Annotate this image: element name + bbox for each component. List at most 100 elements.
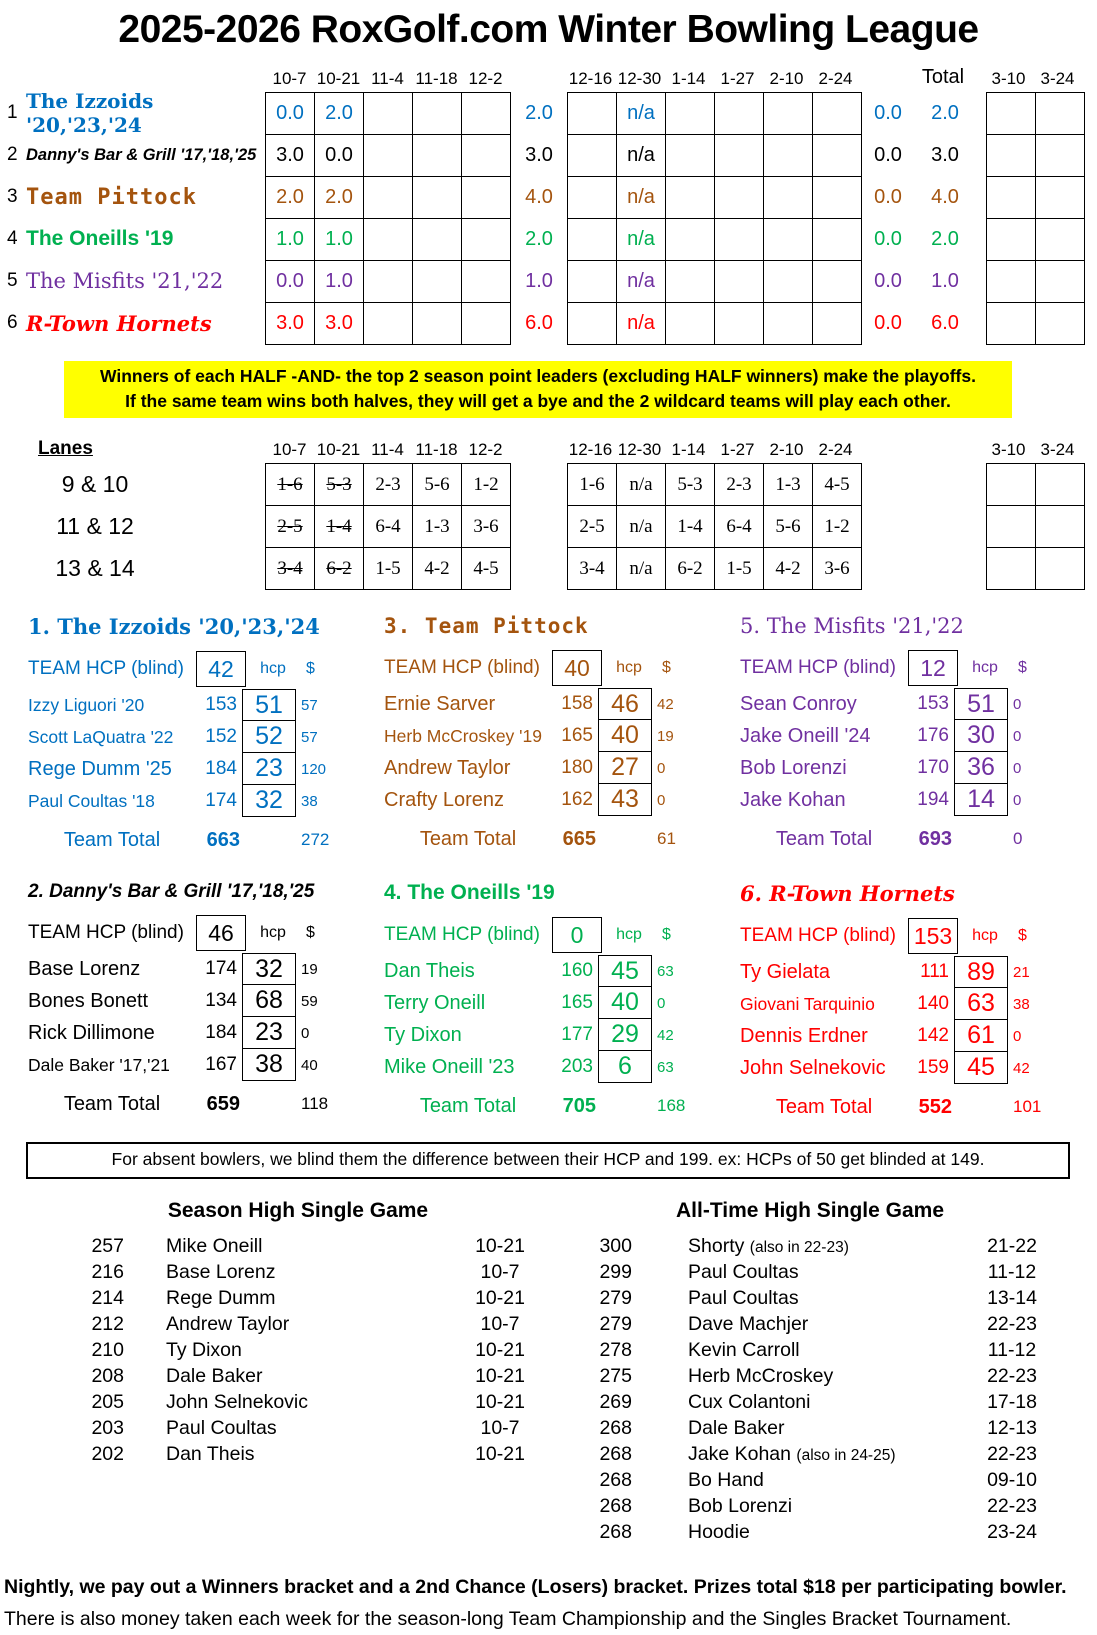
player-name: Scott LaQuatra '22 <box>28 726 174 747</box>
hcp-column-header: hcp <box>260 924 286 941</box>
player-row: Dan Theis 160 45 63 <box>384 955 714 987</box>
date-header: 12-30 <box>617 440 662 459</box>
points-cell <box>764 177 813 219</box>
high-game-row: 268 Hoodie 23-24 <box>560 1519 1060 1545</box>
high-game-row: 216 Base Lorenz 10-7 <box>36 1259 560 1285</box>
date-header: 11-18 <box>415 440 458 459</box>
player-money: 57 <box>301 728 318 746</box>
points-cell <box>568 303 617 345</box>
points-cell: 3.0 <box>266 135 315 177</box>
team-hcp-row: TEAM HCP (blind) 0 hcp $ <box>384 915 714 955</box>
high-game-score: 268 <box>599 1494 632 1517</box>
high-game-score: 299 <box>599 1260 632 1283</box>
player-name: Ty Gielata <box>740 960 831 983</box>
player-hcp-value: 29 <box>598 1019 652 1051</box>
future-points-cell <box>1036 177 1085 219</box>
team-total-value: 663 <box>206 828 240 851</box>
matchup-cell: 5-6 <box>764 506 813 548</box>
high-game-date: 11-12 <box>987 1338 1037 1361</box>
date-header: 1-14 <box>671 440 706 459</box>
date-header: 12-2 <box>468 440 503 459</box>
team-hcp-row: TEAM HCP (blind) 153 hcp $ <box>740 916 1070 956</box>
lanes-label: Lanes <box>38 438 93 459</box>
player-row: Mike Oneill '23 203 6 63 <box>384 1051 714 1083</box>
high-game-date: 10-21 <box>475 1390 525 1413</box>
player-hcp-value: 51 <box>242 689 296 721</box>
points-cell <box>764 93 813 135</box>
high-game-score: 278 <box>599 1338 632 1361</box>
team-total-value: 552 <box>918 1095 952 1118</box>
roster-team-title: 5. The Misfits '21,'22 <box>740 614 964 638</box>
date-header: 2-10 <box>769 69 804 88</box>
team-rank: 2 <box>7 144 18 165</box>
date-header: 1-27 <box>720 69 755 88</box>
points-cell <box>568 93 617 135</box>
points-cell: n/a <box>617 177 666 219</box>
player-average: 158 <box>561 693 593 714</box>
high-game-row: 299 Paul Coultas 11-12 <box>560 1259 1060 1285</box>
team-hcp-label: TEAM HCP (blind) <box>740 925 896 946</box>
team-total-row: Team Total 665 61 <box>384 822 714 856</box>
high-game-row: 268 Dale Baker 12-13 <box>560 1415 1060 1441</box>
high-game-bowler: Ty Dixon <box>166 1338 242 1361</box>
payout-notes: Nightly, we pay out a Winners bracket an… <box>4 1571 1093 1635</box>
team-rank: 4 <box>7 228 18 249</box>
future-matchup-cell <box>1036 548 1085 590</box>
high-game-date: 22-23 <box>987 1312 1037 1335</box>
future-points-cell <box>987 261 1036 303</box>
high-game-date: 10-21 <box>475 1234 525 1257</box>
team-money-total: 61 <box>657 829 676 848</box>
team-hcp-row: TEAM HCP (blind) 42 hcp $ <box>28 649 358 689</box>
team-total-row: Team Total 552 101 <box>740 1090 1070 1124</box>
player-name: Ty Dixon <box>384 1023 462 1046</box>
high-game-date: 13-14 <box>987 1286 1037 1309</box>
high-game-score: 216 <box>91 1260 124 1283</box>
standings-table: 1 The Izzoids '20,'23,'24 2 Danny's Bar & G… <box>0 89 1097 345</box>
points-cell: 1.0 <box>266 219 315 261</box>
player-row: Terry Oneill 165 40 0 <box>384 987 714 1019</box>
first-half-total: 4.0 <box>525 185 553 208</box>
points-cell <box>364 135 413 177</box>
matchup-cell: n/a <box>617 506 666 548</box>
team-hcp-row: TEAM HCP (blind) 40 hcp $ <box>384 648 714 688</box>
player-average: 165 <box>561 725 593 746</box>
points-cell: 2.0 <box>266 177 315 219</box>
also-in-note: (also in 24-25) <box>796 1446 896 1464</box>
high-game-score: 268 <box>599 1442 632 1465</box>
high-game-bowler: Rege Dumm <box>166 1286 276 1309</box>
date-header: 3-24 <box>1040 440 1075 459</box>
high-game-date: 17-18 <box>987 1390 1037 1413</box>
high-game-bowler: Dale Baker <box>688 1416 785 1439</box>
team-money-total: 118 <box>301 1094 329 1113</box>
points-cell <box>666 177 715 219</box>
team-money-total: 168 <box>657 1096 686 1115</box>
high-game-row: 205 John Selnekovic 10-21 <box>36 1389 560 1415</box>
team-total-row: Team Total 663 272 <box>28 823 358 857</box>
player-row: Jake Kohan 194 14 0 <box>740 784 1070 816</box>
points-cell: 0.0 <box>266 93 315 135</box>
high-game-row: 279 Paul Coultas 13-14 <box>560 1285 1060 1311</box>
player-hcp-value: 23 <box>242 753 296 785</box>
team-hcp-label: TEAM HCP (blind) <box>740 657 896 678</box>
season-total: 6.0 <box>931 311 959 334</box>
lane-pair-label: 11 & 12 <box>56 512 134 539</box>
team-name: Team Pittock <box>26 184 197 210</box>
high-game-score: 279 <box>599 1312 632 1335</box>
absent-bowler-rule-note: For absent bowlers, we blind them the di… <box>26 1142 1070 1179</box>
player-average: 140 <box>917 993 949 1014</box>
high-game-row: 203 Paul Coultas 10-7 <box>36 1415 560 1441</box>
lane-number-column: 9 & 10 11 & 12 13 & 14 <box>0 463 265 589</box>
matchup-cell: 1-2 <box>813 506 862 548</box>
high-game-date: 10-21 <box>475 1338 525 1361</box>
team-roster-panels: 1. The Izzoids '20,'23,'24 TEAM HCP (blin… <box>0 614 1097 1124</box>
points-cell <box>462 93 511 135</box>
player-row: Scott LaQuatra '22 152 52 57 <box>28 721 358 753</box>
high-game-row: 268 Bob Lorenzi 22-23 <box>560 1493 1060 1519</box>
player-row: Herb McCroskey '19 165 40 19 <box>384 720 714 752</box>
player-name: Crafty Lorenz <box>384 788 505 811</box>
high-game-row: 300 Shorty (also in 22-23) 21-22 <box>560 1233 1060 1259</box>
high-game-bowler: Shorty (also in 22-23) <box>688 1234 849 1257</box>
high-game-row: 202 Dan Theis 10-21 <box>36 1441 560 1467</box>
player-hcp-value: 40 <box>598 987 652 1019</box>
matchup-cell: 1-4 <box>315 506 364 548</box>
